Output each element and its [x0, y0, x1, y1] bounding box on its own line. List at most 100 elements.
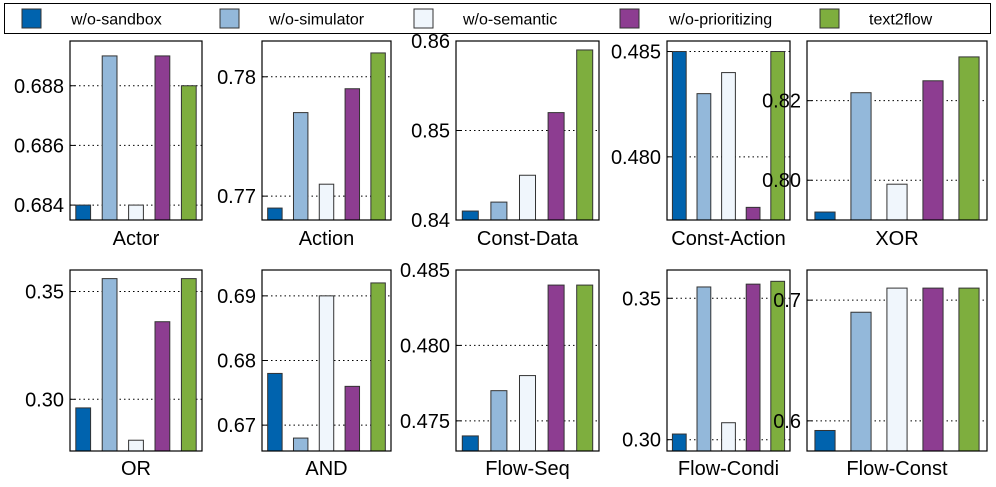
panel-title: Actor — [113, 228, 160, 250]
bar-w-o-prioritizing-const-action — [745, 206, 761, 221]
panel-frame — [666, 40, 791, 221]
bar-text2flow-actor — [180, 85, 197, 221]
panel-flow-const: 0.6 0.7 Flow-Const — [773, 269, 988, 480]
legend-swatch-w-o-prioritizing — [619, 8, 640, 29]
y-tick-label: 0.86 — [411, 31, 450, 53]
panel-frame — [455, 269, 600, 452]
bar-w-o-simulator-xor — [850, 92, 872, 221]
bar-text2flow-xor — [958, 56, 980, 221]
bar-w-o-simulator-and — [292, 437, 309, 452]
bar-w-o-prioritizing-flow-condi — [745, 283, 761, 452]
y-tick-label: 0.35 — [622, 288, 661, 310]
bar-text2flow-or — [180, 278, 197, 452]
panel-flow-seq: 0.475 0.480 0.485 Flow-Seq — [400, 260, 600, 480]
panel-const-action: 0.480 0.485 Const-Action — [611, 40, 791, 250]
bar-w-o-prioritizing-xor — [922, 80, 944, 221]
legend-swatch-text2flow — [819, 8, 840, 29]
panel-actor: 0.684 0.686 0.688 Actor — [14, 40, 203, 250]
y-tick-label: 0.35 — [25, 282, 64, 304]
panel-or: 0.30 0.35 OR — [25, 269, 203, 480]
panel-title: AND — [305, 458, 347, 480]
y-tick-label: 0.77 — [217, 186, 256, 208]
panel-frame — [69, 269, 203, 452]
y-tick-label: 0.30 — [622, 430, 661, 452]
bar-w-o-prioritizing-and — [344, 385, 361, 452]
panel-xor: 0.80 0.82 XOR — [762, 40, 988, 250]
y-tick-label: 0.684 — [14, 195, 64, 217]
legend-label-text2flow: text2flow — [869, 12, 933, 29]
bar-w-o-semantic-or — [128, 439, 144, 452]
bar-w-o-simulator-action — [292, 112, 309, 221]
bar-w-o-sandbox-action — [267, 207, 283, 221]
panel-frame — [666, 269, 791, 452]
bar-text2flow-flow-seq — [576, 284, 594, 452]
legend-label-w-o-simulator: w/o-simulator — [268, 12, 365, 29]
bar-w-o-semantic-actor — [128, 204, 144, 221]
y-tick-label: 0.67 — [217, 415, 256, 437]
bar-w-o-simulator-flow-const — [850, 311, 872, 452]
bar-w-o-sandbox-and — [267, 372, 283, 452]
panel-flow-condi: 0.30 0.35 Flow-Condi — [622, 269, 791, 480]
y-tick-label: 0.7 — [773, 290, 801, 312]
bar-w-o-sandbox-or — [75, 407, 92, 452]
bar-text2flow-flow-const — [958, 287, 980, 452]
panel-title: OR — [121, 458, 151, 480]
bar-w-o-semantic-xor — [886, 183, 908, 221]
y-tick-label: 0.688 — [14, 76, 64, 98]
panel-title: Flow-Condi — [678, 458, 779, 480]
bar-w-o-sandbox-flow-seq — [461, 435, 479, 452]
bar-w-o-semantic-and — [318, 295, 335, 452]
bar-w-o-semantic-const-data — [518, 174, 537, 221]
legend-label-w-o-prioritizing: w/o-prioritizing — [668, 12, 772, 29]
y-tick-label: 0.85 — [411, 121, 450, 143]
bar-w-o-sandbox-xor — [814, 211, 836, 221]
y-tick-label: 0.80 — [762, 170, 801, 192]
bar-w-o-sandbox-const-data — [461, 210, 479, 221]
y-tick-label: 0.686 — [14, 135, 64, 157]
y-tick-label: 0.480 — [400, 335, 450, 357]
bar-w-o-prioritizing-flow-seq — [547, 284, 565, 452]
y-tick-label: 0.84 — [411, 210, 450, 232]
bar-w-o-simulator-flow-condi — [696, 286, 712, 452]
y-tick-label: 0.485 — [611, 42, 661, 64]
y-tick-label: 0.68 — [217, 351, 256, 373]
panel-title: Const-Data — [477, 228, 579, 250]
legend-label-w-o-semantic: w/o-semantic — [462, 12, 557, 29]
bar-w-o-semantic-const-action — [721, 72, 736, 221]
panel-frame — [806, 40, 988, 221]
bar-w-o-simulator-const-data — [490, 201, 508, 221]
bar-text2flow-and — [370, 282, 386, 452]
bar-w-o-semantic-flow-condi — [721, 422, 736, 452]
y-tick-label: 0.480 — [611, 147, 661, 169]
y-tick-label: 0.30 — [25, 389, 64, 411]
panel-title: Flow-Seq — [485, 458, 569, 480]
bar-w-o-semantic-action — [318, 183, 335, 221]
panel-frame — [261, 40, 392, 221]
panel-frame — [455, 40, 600, 221]
bar-w-o-prioritizing-or — [154, 321, 171, 452]
bar-w-o-simulator-actor — [101, 55, 118, 221]
panel-frame — [806, 269, 988, 452]
legend-swatch-w-o-simulator — [219, 8, 240, 29]
y-tick-label: 0.6 — [773, 411, 801, 433]
legend: w/o-sandbox w/o-simulator w/o-semantic w/o-… — [4, 3, 991, 34]
bar-w-o-prioritizing-action — [344, 88, 361, 221]
bar-w-o-sandbox-const-action — [671, 51, 687, 221]
panels: 0.6840.6860.688Actor0.770.78Action0.840.… — [14, 31, 988, 480]
bar-text2flow-action — [370, 52, 386, 221]
panel-const-data: 0.84 0.85 0.86 Const-Data — [411, 31, 600, 250]
panel-title: Action — [299, 228, 355, 250]
panel-frame — [261, 269, 392, 452]
bar-w-o-prioritizing-actor — [154, 55, 171, 221]
bar-w-o-semantic-flow-const — [886, 287, 908, 452]
bar-w-o-sandbox-flow-condi — [671, 433, 687, 452]
bar-text2flow-const-action — [770, 51, 786, 221]
bar-w-o-semantic-flow-seq — [518, 375, 537, 452]
bar-w-o-sandbox-flow-const — [814, 429, 836, 452]
y-tick-label: 0.69 — [217, 286, 256, 308]
y-tick-label: 0.78 — [217, 67, 256, 89]
bar-w-o-simulator-const-action — [696, 93, 712, 221]
panel-title: Flow-Const — [846, 458, 948, 480]
panel-and: 0.67 0.68 0.69 AND — [217, 269, 392, 480]
